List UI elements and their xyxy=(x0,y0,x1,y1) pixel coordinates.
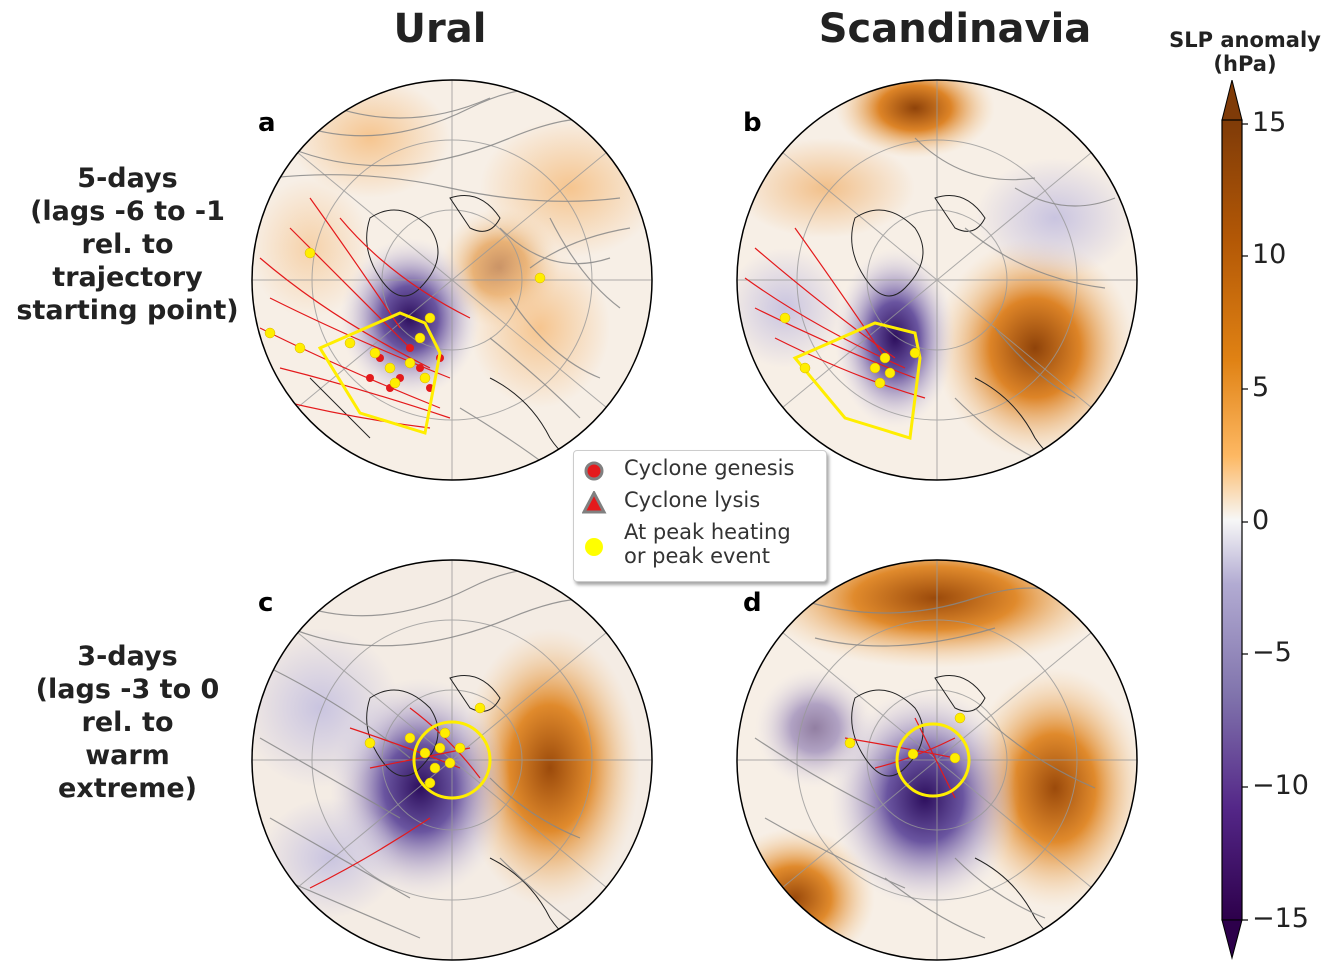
panel-letter-c: c xyxy=(258,588,274,618)
colorbar-tick-label: 5 xyxy=(1252,372,1270,403)
row-title-line: 3-days xyxy=(77,641,178,672)
row-title-line: rel. to xyxy=(81,229,174,260)
panel-letter-d: d xyxy=(743,588,762,618)
panel-letter-b: b xyxy=(743,108,762,138)
row-title-5-days: 5-days (lags -6 to -1 rel. to trajectory… xyxy=(0,162,255,327)
colorbar-ticks xyxy=(1242,123,1248,921)
legend-label: Cyclone genesis xyxy=(624,456,795,480)
colorbar-tick-label: 0 xyxy=(1252,505,1270,536)
map-panel-c xyxy=(251,559,653,961)
colorbar-tick-label: 10 xyxy=(1252,239,1287,270)
row-title-line: trajectory xyxy=(52,262,203,293)
colorbar-tick-label: −5 xyxy=(1252,637,1292,668)
legend-label: At peak heating xyxy=(624,520,791,544)
colorbar-tick-label: −10 xyxy=(1252,770,1309,801)
genesis-circle-icon xyxy=(584,461,604,481)
lysis-triangle-icon xyxy=(582,491,607,514)
row-title-line: (lags -3 to 0 xyxy=(35,674,220,705)
colorbar-title-line: SLP anomaly xyxy=(1169,28,1321,52)
map-panel-b xyxy=(736,79,1138,481)
column-title-ural: Ural xyxy=(393,6,487,52)
legend-label: Cyclone lysis xyxy=(624,488,761,512)
colorbar-title: SLP anomaly (hPa) xyxy=(1155,28,1335,76)
row-title-line: rel. to xyxy=(81,707,174,738)
colorbar-tick-label: −15 xyxy=(1252,903,1309,934)
colorbar-tick-label: 15 xyxy=(1252,107,1287,138)
legend: Cyclone genesis Cyclone lysis At peak he… xyxy=(573,450,827,582)
row-title-3-days: 3-days (lags -3 to 0 rel. to warm extrem… xyxy=(0,640,255,805)
row-title-line: 5-days xyxy=(77,163,178,194)
row-title-line: warm xyxy=(85,740,170,771)
row-title-line: starting point) xyxy=(16,295,239,326)
colorbar xyxy=(1221,80,1248,960)
row-title-line: (lags -6 to -1 xyxy=(30,196,225,227)
colorbar-title-line: (hPa) xyxy=(1213,52,1277,76)
peak-dot-icon xyxy=(585,538,603,556)
panel-letter-a: a xyxy=(258,108,276,138)
row-title-line: extreme) xyxy=(57,773,198,804)
column-title-scandinavia: Scandinavia xyxy=(818,6,1092,52)
map-panel-d xyxy=(736,559,1138,961)
legend-label: or peak event xyxy=(624,544,770,568)
map-panel-a xyxy=(251,79,653,481)
